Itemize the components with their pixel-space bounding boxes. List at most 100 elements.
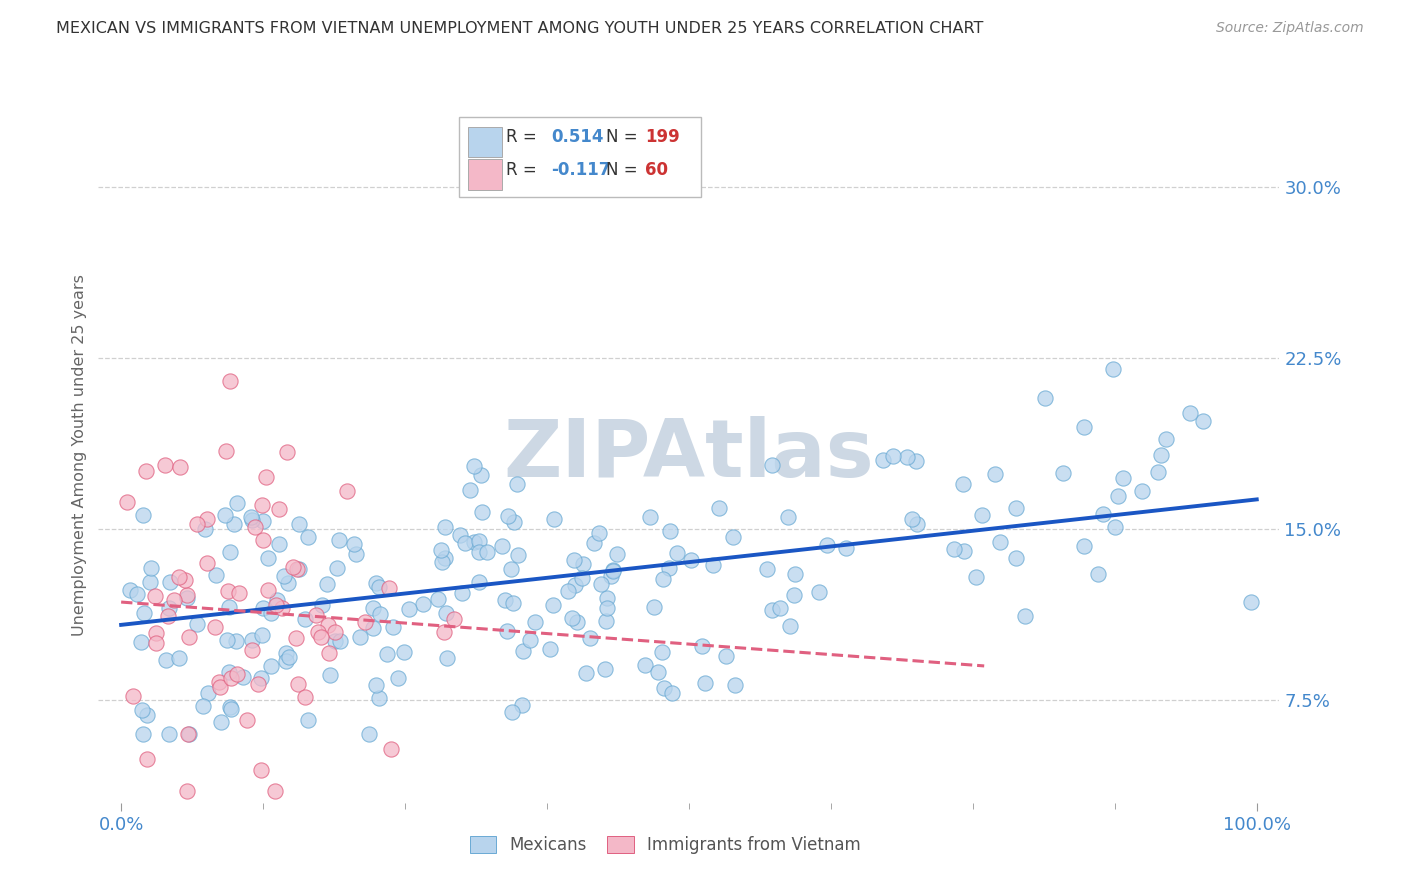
Point	[574, 665, 596, 680]
Point	[169, 570, 191, 584]
Point	[965, 570, 987, 584]
Point	[658, 560, 681, 574]
Point	[1014, 608, 1036, 623]
Point	[779, 619, 801, 633]
Point	[263, 784, 285, 798]
Point	[650, 645, 672, 659]
Point	[287, 677, 309, 691]
Point	[193, 699, 215, 714]
Point	[665, 546, 688, 560]
Point	[186, 616, 208, 631]
Point	[328, 533, 350, 547]
Text: 199: 199	[645, 128, 681, 146]
Point	[652, 572, 675, 586]
Point	[260, 606, 283, 620]
Point	[638, 510, 661, 524]
Point	[769, 601, 792, 615]
Point	[288, 517, 311, 532]
Text: Source: ZipAtlas.com: Source: ZipAtlas.com	[1216, 21, 1364, 35]
Point	[467, 574, 489, 589]
Point	[905, 454, 928, 468]
Point	[179, 727, 201, 741]
Point	[709, 501, 731, 516]
Point	[470, 468, 492, 483]
Point	[588, 525, 610, 540]
Point	[506, 476, 529, 491]
Point	[219, 700, 242, 714]
Point	[643, 600, 665, 615]
Point	[634, 658, 657, 673]
Point	[288, 562, 311, 576]
Point	[761, 602, 783, 616]
Point	[236, 714, 259, 728]
Text: MEXICAN VS IMMIGRANTS FROM VIETNAM UNEMPLOYMENT AMONG YOUTH UNDER 25 YEARS CORRE: MEXICAN VS IMMIGRANTS FROM VIETNAM UNEMP…	[56, 21, 984, 36]
Point	[247, 677, 270, 691]
Point	[228, 586, 250, 600]
Point	[647, 665, 669, 679]
Point	[557, 583, 579, 598]
Point	[952, 476, 974, 491]
Point	[1102, 362, 1125, 376]
Point	[217, 633, 239, 648]
Point	[1087, 566, 1109, 581]
Point	[1112, 471, 1135, 485]
Point	[155, 653, 177, 667]
Point	[323, 633, 346, 648]
Point	[269, 502, 291, 516]
Point	[564, 578, 586, 592]
Point	[690, 639, 713, 653]
Point	[723, 530, 745, 544]
Point	[398, 602, 420, 616]
Text: 0.514: 0.514	[551, 128, 603, 146]
Point	[896, 450, 918, 464]
FancyBboxPatch shape	[468, 127, 502, 157]
Point	[257, 551, 280, 566]
Point	[167, 651, 190, 665]
Point	[208, 680, 231, 694]
Point	[475, 545, 498, 559]
Point	[132, 508, 155, 523]
Point	[136, 752, 159, 766]
Point	[240, 510, 263, 524]
Point	[433, 625, 456, 640]
Point	[776, 510, 799, 524]
Point	[582, 536, 605, 550]
Point	[316, 576, 339, 591]
Point	[451, 586, 474, 600]
Point	[508, 548, 530, 562]
Point	[872, 453, 894, 467]
Point	[208, 674, 231, 689]
Point	[285, 562, 308, 576]
Point	[382, 620, 405, 634]
Point	[326, 561, 349, 575]
Point	[434, 606, 457, 620]
Point	[783, 566, 806, 581]
Point	[1073, 539, 1095, 553]
Point	[943, 541, 966, 556]
Point	[197, 686, 219, 700]
Point	[693, 676, 716, 690]
Point	[1150, 448, 1173, 462]
Point	[591, 577, 613, 591]
Point	[494, 593, 516, 607]
Point	[252, 514, 274, 528]
Point	[153, 458, 176, 472]
Point	[219, 671, 242, 685]
Point	[1104, 520, 1126, 534]
Point	[218, 374, 240, 388]
Point	[225, 633, 247, 648]
Point	[375, 648, 398, 662]
Point	[882, 449, 904, 463]
Point	[427, 592, 450, 607]
Point	[370, 607, 392, 622]
Point	[218, 599, 240, 614]
Point	[157, 727, 180, 741]
Point	[222, 517, 245, 532]
Point	[176, 784, 198, 798]
Point	[1178, 406, 1201, 420]
Point	[318, 646, 340, 660]
Point	[311, 599, 333, 613]
Point	[318, 617, 340, 632]
Point	[252, 601, 274, 615]
Point	[257, 582, 280, 597]
